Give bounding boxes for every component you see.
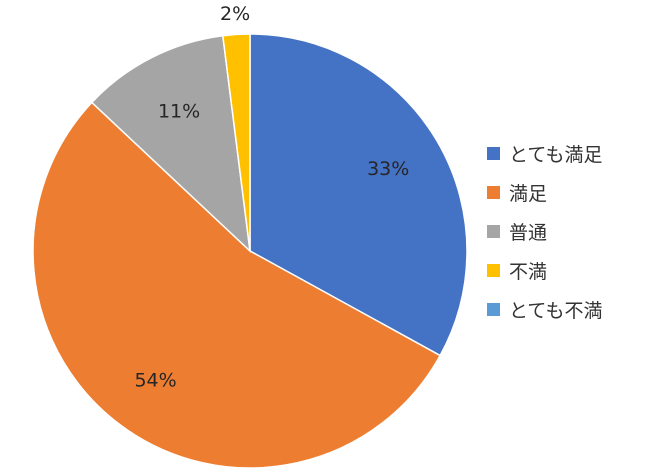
legend-label: 不満 bbox=[509, 261, 548, 283]
legend-swatch bbox=[487, 303, 500, 316]
legend: とても満足 満足 普通 不満 とても不満 bbox=[487, 134, 602, 329]
data-label: 33% bbox=[367, 158, 409, 180]
legend-label: とても不満 bbox=[509, 300, 603, 322]
data-label: 54% bbox=[134, 369, 176, 391]
pie-slice bbox=[32, 101, 442, 469]
pie-slice bbox=[221, 33, 251, 252]
legend-item-neutral: 普通 bbox=[487, 212, 602, 251]
legend-item-very-satisfied: とても満足 bbox=[487, 134, 602, 173]
pie-slice bbox=[90, 34, 252, 253]
legend-item-dissatisfied: 不満 bbox=[487, 251, 602, 290]
legend-item-very-dissatisfied: とても不満 bbox=[487, 290, 602, 329]
legend-item-satisfied: 満足 bbox=[487, 173, 602, 212]
pie-slices bbox=[32, 33, 468, 469]
legend-swatch bbox=[487, 147, 500, 160]
data-labels: 33% 54% 11% 2% bbox=[134, 3, 409, 391]
legend-label: 満足 bbox=[509, 183, 548, 205]
data-label: 2% bbox=[220, 3, 250, 25]
legend-label: とても満足 bbox=[509, 144, 603, 166]
data-label: 11% bbox=[158, 100, 200, 122]
pie-slice bbox=[249, 33, 468, 357]
legend-swatch bbox=[487, 225, 500, 238]
legend-swatch bbox=[487, 264, 500, 277]
legend-label: 普通 bbox=[509, 222, 548, 244]
legend-swatch bbox=[487, 186, 500, 199]
